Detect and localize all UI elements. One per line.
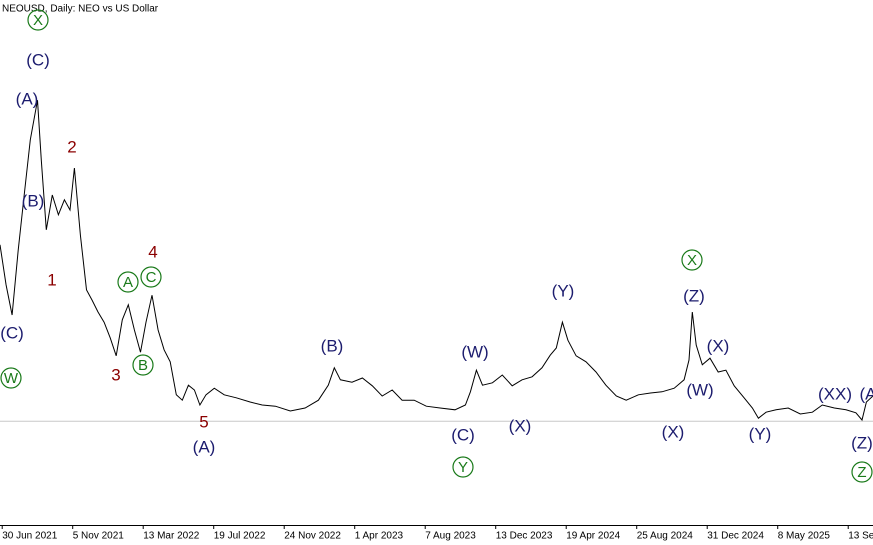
x-tick-label: 31 Dec 2024 <box>707 531 764 542</box>
wave-label: Z <box>857 464 866 481</box>
wave-label: (XX) <box>818 384 852 403</box>
wave-circle <box>27 9 49 31</box>
x-tick-label: 5 Nov 2021 <box>73 531 125 542</box>
wave-label: (A) <box>193 437 216 456</box>
x-tick-label: 19 Apr 2024 <box>566 531 620 542</box>
wave-label: 3 <box>111 365 120 384</box>
x-tick-label: 13 Dec 2023 <box>496 531 553 542</box>
wave-label: 1 <box>47 270 56 289</box>
wave-label: (X) <box>509 416 532 435</box>
wave-label: (Z) <box>683 286 705 305</box>
price-line <box>0 100 873 422</box>
wave-label: 2 <box>67 137 76 156</box>
wave-label: (Y) <box>749 424 772 443</box>
wave-label: (C) <box>451 425 475 444</box>
wave-label: (X) <box>662 422 685 441</box>
x-tick-label: 13 Mar 2022 <box>143 531 200 542</box>
wave-label: W <box>4 370 19 387</box>
wave-label: (A <box>860 384 873 403</box>
wave-circle <box>452 456 474 478</box>
x-tick-label: 8 May 2025 <box>778 531 831 542</box>
wave-label: (C) <box>26 50 50 69</box>
wave-label: 5 <box>199 412 208 431</box>
wave-circle <box>132 354 154 376</box>
wave-label: (A) <box>16 89 39 108</box>
wave-label: (B) <box>321 336 344 355</box>
wave-circle <box>681 249 703 271</box>
wave-label: X <box>33 12 43 29</box>
chart-title: NEOUSD, Daily: NEO vs US Dollar <box>2 4 159 15</box>
wave-label: (Y) <box>552 281 575 300</box>
wave-label: 4 <box>148 242 157 261</box>
wave-label: (X) <box>707 336 730 355</box>
wave-label: (W) <box>686 380 713 399</box>
wave-label: Y <box>458 459 468 476</box>
wave-label: C <box>146 269 157 286</box>
wave-circle <box>0 367 22 389</box>
wave-label: A <box>123 274 133 291</box>
x-tick-label: 30 Jun 2021 <box>2 531 57 542</box>
x-tick-label: 19 Jul 2022 <box>214 531 266 542</box>
wave-label: X <box>687 252 697 269</box>
wave-circle <box>851 461 873 483</box>
wave-label: B <box>138 357 148 374</box>
wave-label: (C) <box>0 323 24 342</box>
wave-label: (W) <box>461 342 488 361</box>
wave-label: (Z) <box>851 433 873 452</box>
x-tick-label: 7 Aug 2023 <box>425 531 476 542</box>
wave-circle <box>117 271 139 293</box>
wave-label: (B) <box>22 191 45 210</box>
wave-circle <box>140 266 162 288</box>
x-tick-label: 25 Aug 2024 <box>637 531 694 542</box>
x-tick-label: 13 Sep <box>848 531 873 542</box>
x-tick-label: 1 Apr 2023 <box>355 531 404 542</box>
x-tick-label: 24 Nov 2022 <box>284 531 341 542</box>
